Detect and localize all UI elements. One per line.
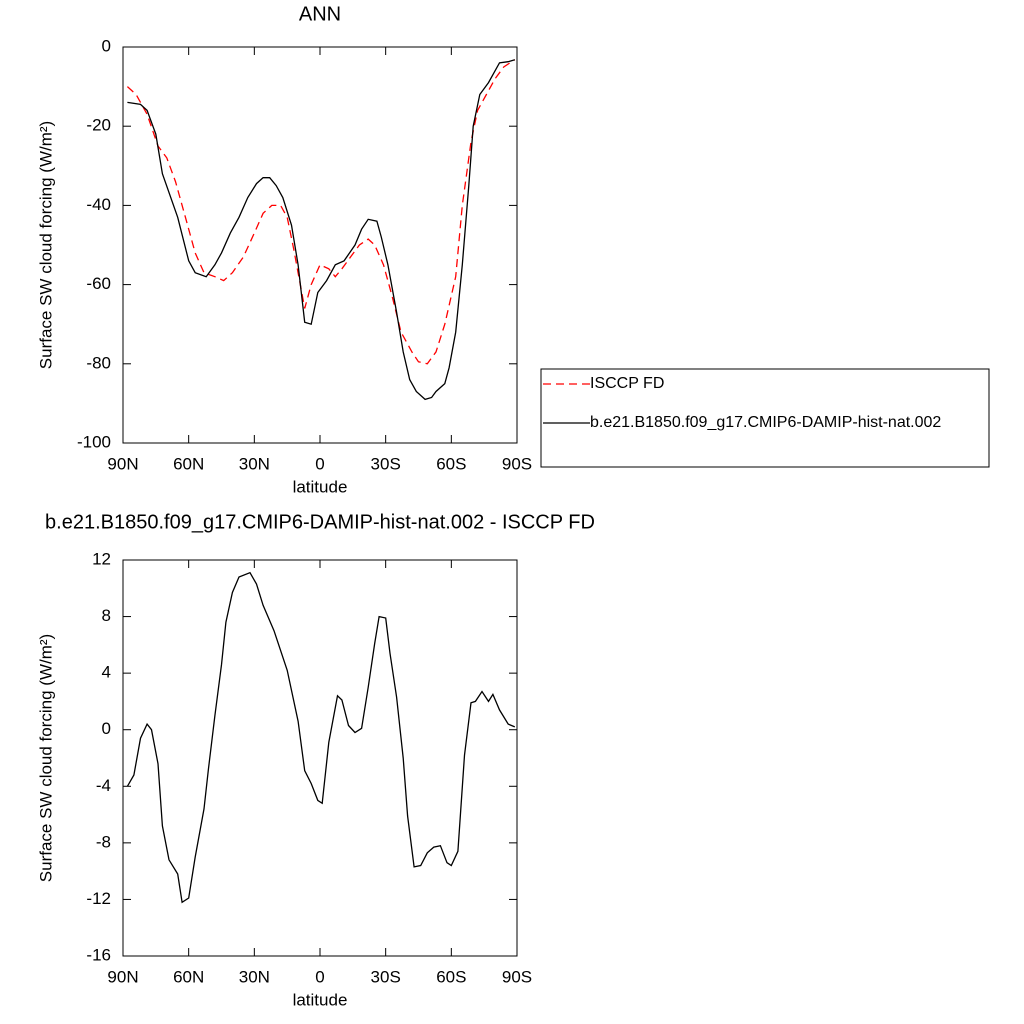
y-tick-label: -16 [86,945,111,964]
y-tick-label: 0 [102,719,111,738]
y-tick-label: -80 [86,353,111,372]
y-tick-label: -8 [96,832,111,851]
x-axis-label: latitude [293,990,348,1009]
chart-title: ANN [299,3,341,25]
y-tick-label: -12 [86,889,111,908]
y-tick-label: -100 [77,432,111,451]
y-axis-label: Surface SW cloud forcing (W/m²) [36,634,55,882]
y-tick-label: -20 [86,116,111,135]
x-tick-label: 90S [502,967,532,986]
legend-label: ISCCP FD [590,375,664,392]
x-tick-label: 60N [173,967,204,986]
x-tick-label: 60N [173,454,204,473]
data-line [127,59,515,401]
chart-title: b.e21.B1850.f09_g17.CMIP6-DAMIP-hist-nat… [45,511,595,533]
y-tick-label: -4 [96,776,111,795]
x-tick-label: 90N [107,967,138,986]
x-tick-label: 60S [436,454,466,473]
plot-frame [122,559,518,957]
y-tick-label: -60 [86,274,111,293]
x-tick-label: 0 [315,967,324,986]
x-tick-label: 90S [502,454,532,473]
y-tick-label: -40 [86,195,111,214]
y-tick-label: 4 [102,663,111,682]
y-tick-label: 8 [102,606,111,625]
data-line [126,59,516,365]
x-tick-label: 30N [239,454,270,473]
legend-label: b.e21.B1850.f09_g17.CMIP6-DAMIP-hist-nat… [590,414,941,431]
y-tick-label: 0 [102,36,111,55]
y-tick-label: 12 [92,549,111,568]
x-tick-label: 60S [436,967,466,986]
x-tick-label: 90N [107,454,138,473]
x-axis-label: latitude [293,477,348,496]
plot-frame [122,46,518,444]
x-tick-label: 30S [371,967,401,986]
legend-box [540,368,990,468]
y-axis-label: Surface SW cloud forcing (W/m²) [36,121,55,369]
data-line [126,571,516,904]
x-tick-label: 30N [239,967,270,986]
x-tick-label: 30S [371,454,401,473]
x-tick-label: 0 [315,454,324,473]
